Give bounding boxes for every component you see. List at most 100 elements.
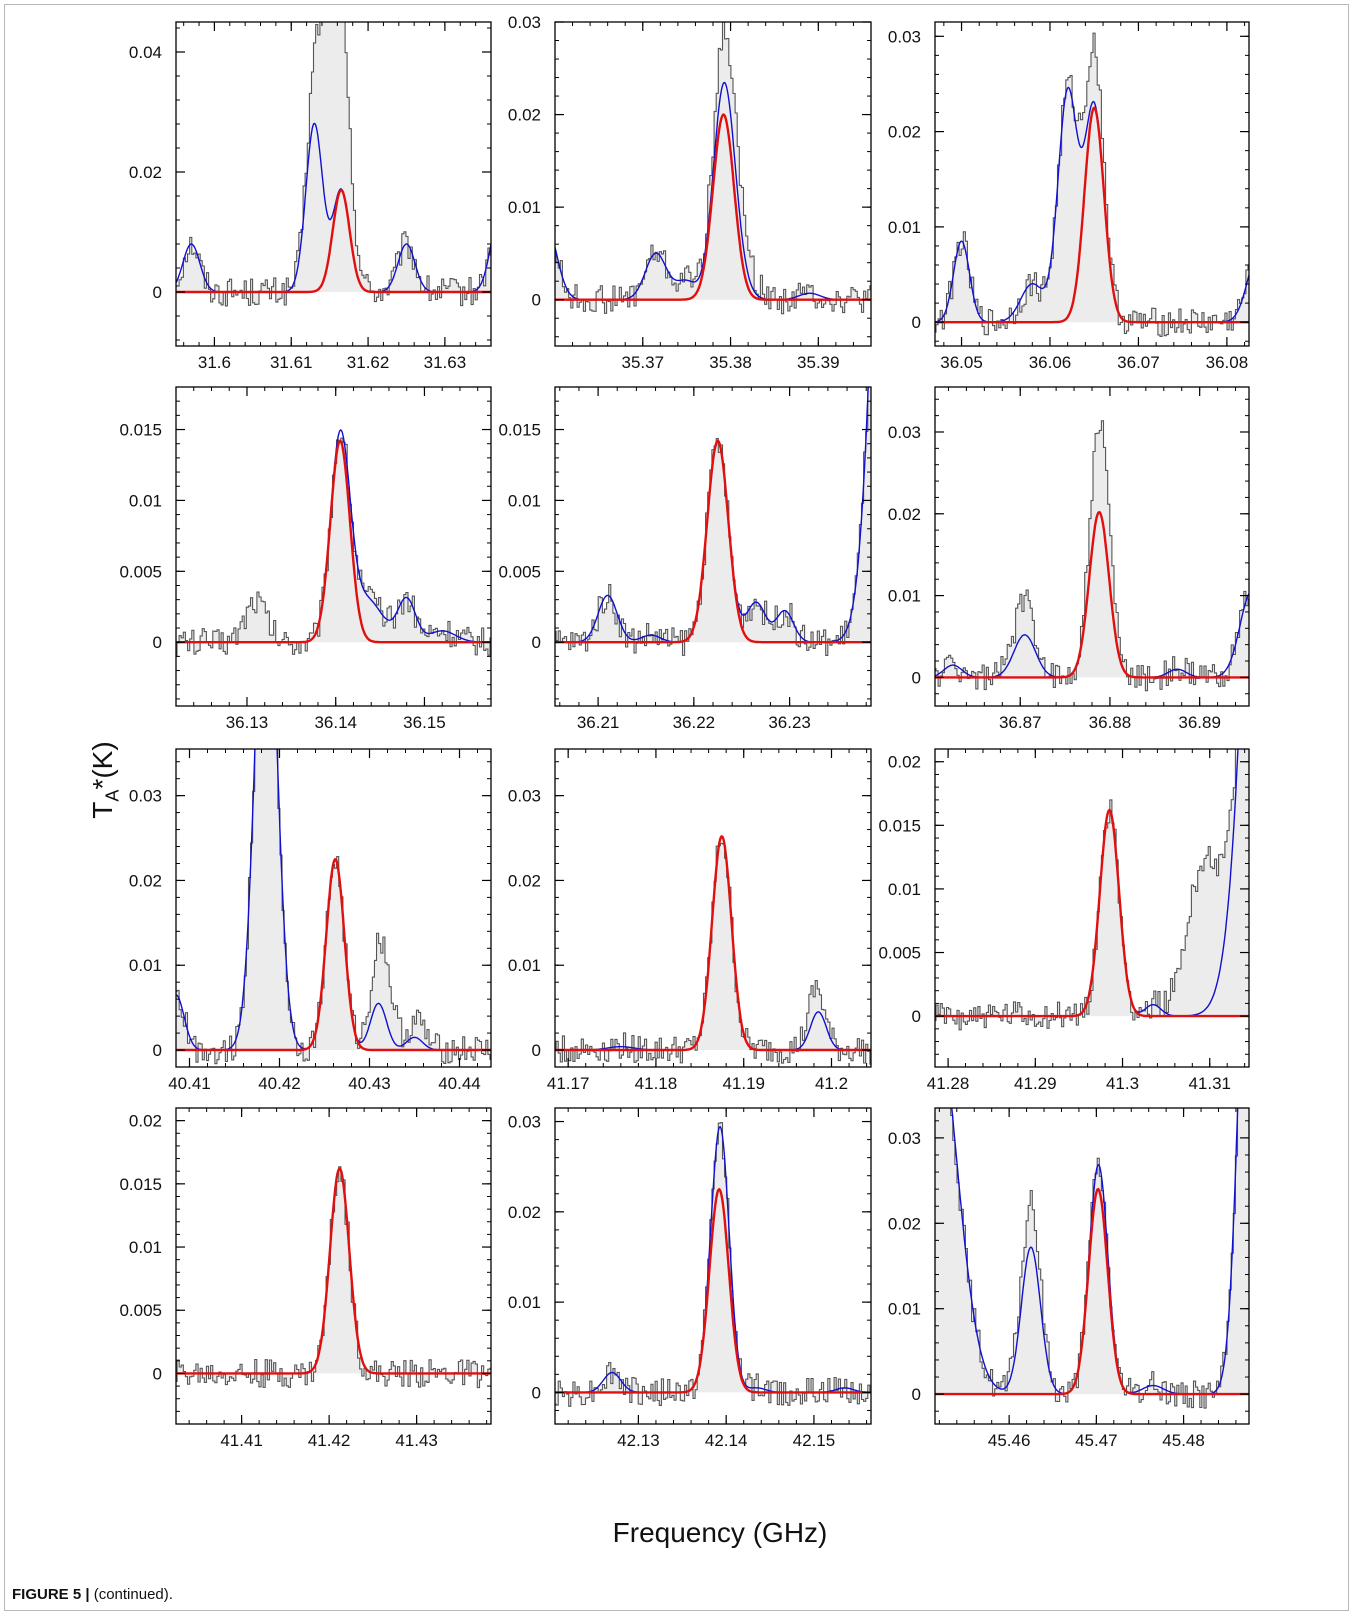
y-tick-label: 0.015: [119, 421, 162, 440]
panel-9: 0 0.005 0.01 0.015 0.02 41.28 41.29 41.3 41.31: [878, 748, 1250, 1093]
x-tick-label: 40.41: [168, 1074, 211, 1093]
panel-6: 0 0.01 0.02 0.03 36.87 36.88 36.89: [888, 386, 1250, 732]
observed-fill: [935, 749, 1249, 1030]
observed-fill: [176, 1166, 491, 1388]
x-tick-label: 41.17: [547, 1074, 590, 1093]
x-tick-label: 42.13: [617, 1431, 660, 1450]
species-fit-line: [176, 188, 491, 294]
x-tick-label: 36.89: [1178, 713, 1221, 732]
x-tick-label: 41.41: [220, 1431, 263, 1450]
y-axis-label: TA*(K): [87, 741, 123, 819]
y-tick-label: 0: [532, 291, 541, 310]
x-tick-label: 36.05: [940, 353, 983, 372]
x-tick-label: 41.18: [635, 1074, 678, 1093]
x-tick-label: 36.06: [1029, 353, 1072, 372]
panel-1: 0 0.02 0.04 31.6 31.61 31.62 31.63: [129, 21, 492, 372]
y-tick-label: 0.005: [878, 944, 921, 963]
species-fit-line: [176, 1167, 491, 1375]
x-tick-label: 36.14: [314, 713, 357, 732]
y-tick-label: 0.02: [508, 106, 541, 125]
y-tick-label: 0.01: [508, 491, 541, 510]
observed-spectrum: [555, 387, 869, 656]
y-tick-label: 0.015: [878, 816, 921, 835]
figure-frame: [4, 4, 1349, 1611]
species-fit-line: [555, 439, 871, 644]
y-tick-label: 0.03: [508, 1113, 541, 1132]
y-tick-label: 0.02: [888, 1214, 921, 1233]
x-tick-label: 35.39: [797, 353, 840, 372]
panel-8: 0 0.01 0.02 0.03 41.17 41.18 41.19 41.2: [508, 748, 872, 1093]
x-tick-label: 41.29: [1014, 1074, 1057, 1093]
panel-11: 0 0.01 0.02 0.03 42.13 42.14 42.15: [508, 1107, 872, 1450]
y-tick-label: 0.03: [888, 27, 921, 46]
y-tick-label: 0.015: [498, 421, 541, 440]
x-tick-label: 45.46: [988, 1431, 1031, 1450]
x-tick-label: 36.88: [1089, 713, 1132, 732]
x-tick-label: 31.61: [270, 353, 313, 372]
observed-fill: [555, 843, 871, 1065]
panel-12: 0 0.01 0.02 0.03 45.46 45.47 45.48: [888, 1107, 1250, 1450]
y-tick-label: 0.005: [119, 562, 162, 581]
species-fit-line: [935, 1187, 1249, 1396]
y-tick-label: 0.02: [508, 1203, 541, 1222]
x-tick-label: 42.15: [793, 1431, 836, 1450]
x-tick-label: 36.15: [403, 713, 446, 732]
species-fit-line: [935, 808, 1249, 1018]
x-tick-label: 31.63: [424, 353, 467, 372]
x-tick-label: 40.43: [348, 1074, 391, 1093]
observed-fill: [176, 749, 491, 1064]
observed-spectrum: [950, 1108, 1239, 1409]
panel-frame: [934, 21, 1250, 347]
x-tick-label: 40.44: [438, 1074, 481, 1093]
panel-frame: [934, 1107, 1250, 1425]
observed-spectrum: [935, 749, 1236, 1031]
y-tick-label: 0: [912, 313, 921, 332]
species-fit-line: [555, 113, 871, 301]
x-tick-label: 36.07: [1117, 353, 1160, 372]
y-tick-label: 0: [912, 1007, 921, 1026]
x-tick-label: 31.62: [347, 353, 390, 372]
y-tick-label: 0.01: [888, 880, 921, 899]
species-fit-line: [176, 857, 491, 1052]
x-tick-label: 36.21: [577, 713, 620, 732]
x-tick-label: 41.19: [722, 1074, 765, 1093]
y-tick-label: 0: [153, 633, 162, 652]
species-fit-line: [935, 510, 1249, 679]
x-tick-label: 41.3: [1106, 1074, 1139, 1093]
x-tick-label: 36.22: [673, 713, 716, 732]
observed-spectrum: [935, 32, 1249, 337]
species-fit-line: [176, 439, 491, 644]
x-tick-label: 41.42: [308, 1431, 351, 1450]
y-tick-label: 0.04: [129, 43, 162, 62]
x-tick-label: 36.08: [1206, 353, 1249, 372]
y-tick-label: 0.01: [508, 956, 541, 975]
panel-4: 0 0.005 0.01 0.015 36.13 36.14 36.15: [119, 386, 492, 732]
panel-10: 0 0.005 0.01 0.015 0.02 41.41 41.42 41.43: [119, 1107, 492, 1450]
y-tick-label: 0.02: [888, 753, 921, 772]
x-tick-label: 41.2: [815, 1074, 848, 1093]
panel-frame: [175, 21, 492, 347]
figure-caption: FIGURE 5 | (continued).: [12, 1586, 173, 1603]
y-tick-label: 0.03: [888, 423, 921, 442]
y-tick-label: 0.005: [119, 1301, 162, 1320]
y-tick-label: 0.02: [888, 123, 921, 142]
y-tick-label: 0.02: [888, 505, 921, 524]
y-tick-label: 0: [153, 1041, 162, 1060]
y-tick-label: 0.01: [888, 587, 921, 606]
species-fit-line: [555, 1187, 871, 1394]
species-fit-line: [935, 106, 1249, 324]
species-fit-line: [555, 834, 871, 1052]
x-tick-label: 45.48: [1162, 1431, 1205, 1450]
y-tick-label: 0: [153, 283, 162, 302]
x-tick-label: 36.13: [226, 713, 269, 732]
x-tick-label: 45.47: [1075, 1431, 1118, 1450]
x-tick-label: 36.23: [768, 713, 811, 732]
y-tick-label: 0: [532, 1041, 541, 1060]
panel-frame: [175, 1107, 492, 1425]
panel-3: 0 0.01 0.02 0.03 36.05 36.06 36.07 36.08: [888, 21, 1250, 372]
x-tick-label: 40.42: [258, 1074, 301, 1093]
y-tick-label: 0.01: [129, 491, 162, 510]
y-tick-label: 0.01: [508, 1293, 541, 1312]
observed-fill: [555, 1122, 871, 1407]
y-tick-label: 0.01: [888, 1300, 921, 1319]
